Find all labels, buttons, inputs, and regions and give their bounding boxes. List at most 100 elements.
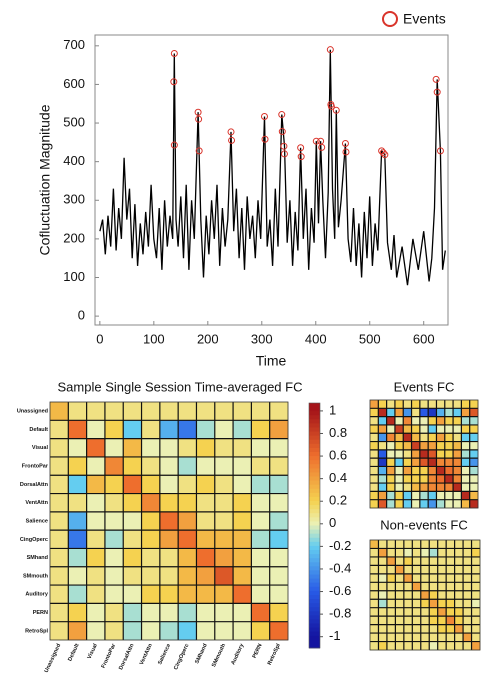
heatmap-cell bbox=[123, 493, 142, 513]
heatmap-cell bbox=[370, 408, 379, 417]
colorbar-segment bbox=[309, 586, 320, 592]
heatmap-cell bbox=[454, 599, 464, 608]
heatmap-cell bbox=[428, 466, 437, 476]
heatmap-cell bbox=[86, 475, 106, 494]
heatmap-cell bbox=[378, 433, 387, 442]
heatmap-cell bbox=[196, 438, 216, 458]
heatmap-cell bbox=[412, 556, 422, 566]
heatmap-cell bbox=[123, 511, 142, 531]
heatmap-cell bbox=[420, 540, 430, 549]
heatmap-cell bbox=[469, 433, 479, 442]
heatmap-cell bbox=[429, 590, 438, 600]
heatmap-cell bbox=[269, 530, 289, 549]
heatmap-cell bbox=[461, 483, 470, 492]
heatmap-cell bbox=[461, 433, 470, 442]
heatmap-cell bbox=[403, 565, 413, 575]
heatmap-cell bbox=[436, 458, 446, 467]
heatmap-cell bbox=[411, 466, 421, 476]
heatmap-cell bbox=[461, 408, 470, 417]
heatmap-cell bbox=[420, 556, 430, 566]
heatmap-cell bbox=[378, 458, 387, 467]
heatmap-cell bbox=[68, 493, 87, 513]
heatmap-cell bbox=[370, 433, 379, 442]
heatmap-cell bbox=[370, 548, 379, 558]
heatmap-cell bbox=[370, 400, 379, 409]
legend-marker bbox=[382, 11, 398, 27]
heatmap-cell bbox=[429, 582, 438, 592]
heatmap-cell bbox=[420, 641, 430, 651]
heatmap-cell bbox=[436, 400, 446, 409]
heatmap-cell bbox=[214, 548, 234, 568]
event-marker bbox=[381, 151, 389, 159]
heatmap-cell bbox=[394, 433, 404, 442]
colorbar-segment bbox=[309, 521, 320, 526]
heatmap-cell bbox=[429, 540, 438, 549]
heatmap-cell bbox=[411, 449, 421, 459]
heatmap-cell bbox=[395, 599, 405, 608]
colorbar-segment bbox=[309, 631, 320, 637]
heatmap-cell bbox=[394, 499, 404, 509]
heatmap-cell bbox=[378, 548, 388, 558]
event-marker bbox=[312, 137, 320, 145]
column-label: CingOperc bbox=[173, 643, 190, 671]
heatmap-cell bbox=[251, 548, 270, 568]
heatmap-cell bbox=[446, 624, 455, 634]
heatmap-cell bbox=[428, 433, 437, 442]
colorbar-segment bbox=[309, 447, 320, 453]
heatmap-cell bbox=[411, 416, 421, 426]
heatmap-cell bbox=[214, 621, 234, 641]
heatmap-cell bbox=[214, 603, 234, 622]
heatmap-cell bbox=[68, 548, 87, 568]
heatmap-cell bbox=[403, 556, 413, 566]
heatmap-cell bbox=[419, 433, 429, 442]
colorbar-segment bbox=[309, 419, 320, 424]
heatmap-cell bbox=[386, 616, 396, 625]
heatmap-cell bbox=[370, 582, 379, 592]
heatmap-cell bbox=[370, 599, 379, 608]
heatmap-cell bbox=[436, 466, 446, 476]
heatmap-cell bbox=[395, 565, 405, 575]
heatmap-cell bbox=[420, 599, 430, 608]
heatmap-cell bbox=[420, 548, 430, 558]
heatmap-cell bbox=[233, 456, 252, 476]
heatmap-cell bbox=[461, 474, 470, 484]
heatmap-cell bbox=[444, 424, 454, 434]
heatmap-cell bbox=[251, 585, 270, 604]
heatmap-cell bbox=[386, 416, 396, 426]
heatmap-cell bbox=[269, 566, 289, 586]
heatmap-cell bbox=[411, 408, 421, 417]
colorbar-segment bbox=[309, 427, 320, 432]
heatmap-cell bbox=[159, 511, 179, 531]
heatmap-cell bbox=[50, 475, 69, 494]
heatmap-cell bbox=[251, 475, 270, 494]
heatmap-cell bbox=[395, 607, 405, 617]
column-label: RetroSpl bbox=[267, 642, 282, 666]
heatmap-cell bbox=[420, 573, 430, 583]
heatmap-cell bbox=[269, 402, 289, 421]
heatmap-cell bbox=[386, 607, 396, 617]
heatmap-cell bbox=[403, 599, 413, 608]
colorbar-segment bbox=[309, 635, 320, 641]
heatmap-cell bbox=[386, 548, 396, 558]
heatmap-cell bbox=[386, 556, 396, 566]
heatmap-cell bbox=[251, 566, 270, 586]
heatmap-cell bbox=[233, 438, 252, 458]
heatmap-cell bbox=[453, 466, 462, 476]
colorbar-segment bbox=[309, 476, 320, 481]
heatmap-cell bbox=[178, 402, 197, 421]
heatmap-cell bbox=[196, 585, 216, 604]
heatmap-cell bbox=[378, 474, 387, 484]
heatmap-cell bbox=[446, 565, 455, 575]
colorbar-segment bbox=[309, 627, 320, 633]
heatmap-cell bbox=[86, 530, 106, 549]
heatmap-cell bbox=[437, 633, 447, 642]
heatmap-cell bbox=[123, 438, 142, 458]
event-marker bbox=[170, 141, 178, 149]
heatmap-cell bbox=[403, 466, 412, 476]
heatmap-cell bbox=[453, 424, 462, 434]
colorbar-segment bbox=[309, 509, 320, 514]
heatmap-cell bbox=[444, 466, 454, 476]
heatmap-cell bbox=[469, 408, 479, 417]
heatmap-cell bbox=[428, 458, 437, 467]
x-tick-label: 600 bbox=[413, 331, 435, 346]
